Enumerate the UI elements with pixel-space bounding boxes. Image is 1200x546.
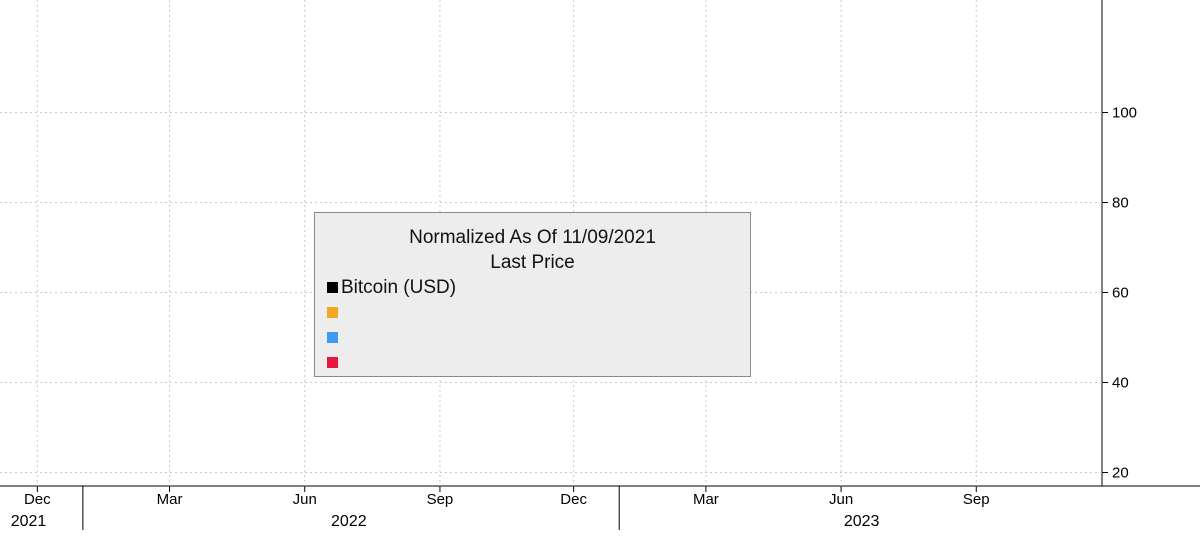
legend-item-msci-world (315, 350, 750, 375)
legend-swatch (327, 282, 338, 293)
y-tick-label: 20 (1112, 465, 1129, 482)
y-tick-label: 60 (1112, 285, 1129, 302)
x-tick-label: Jun (293, 491, 317, 508)
legend-label: Bitcoin (USD) (341, 276, 457, 298)
legend-item-bitcoin: Bitcoin (USD) (315, 275, 750, 300)
y-tick-label: 40 (1112, 375, 1129, 392)
x-tick-label: Mar (693, 491, 719, 508)
legend-item-bold-index (315, 325, 750, 350)
y-tick-label: 80 (1112, 195, 1129, 212)
year-label: 2021 (11, 513, 47, 530)
x-tick-label: Dec (560, 491, 587, 508)
chart-legend: Normalized As Of 11/09/2021 Last Price B… (314, 212, 751, 377)
legend-swatch (327, 357, 338, 368)
y-tick-label: 100 (1112, 105, 1137, 122)
x-tick-label: Mar (157, 491, 183, 508)
x-tick-label: Dec (24, 491, 51, 508)
year-label: 2023 (844, 513, 880, 530)
x-tick-label: Jun (829, 491, 853, 508)
legend-item-gold (315, 300, 750, 325)
chart-title: Normalized As Of 11/09/2021 (409, 227, 656, 248)
legend-swatch (327, 307, 338, 318)
x-tick-label: Sep (963, 491, 990, 508)
chart-subtitle: Last Price (490, 252, 575, 273)
legend-swatch (327, 332, 338, 343)
x-tick-label: Sep (427, 491, 454, 508)
year-label: 2022 (331, 513, 367, 530)
